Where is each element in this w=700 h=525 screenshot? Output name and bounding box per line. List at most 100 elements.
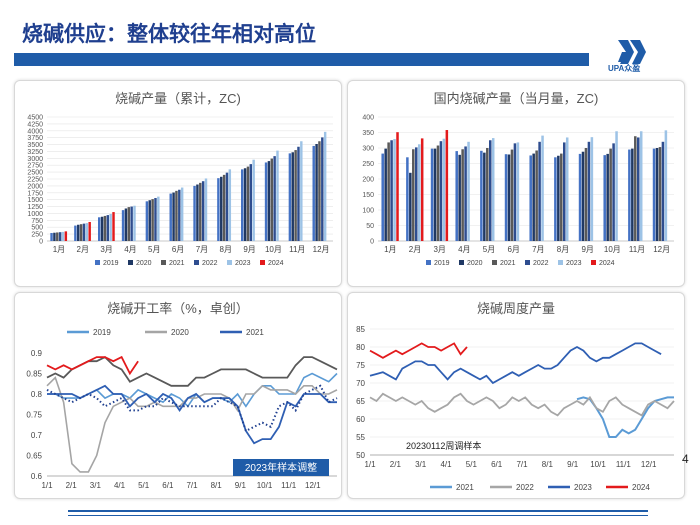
annotation-text: 20230112周调样本 bbox=[406, 440, 481, 451]
bar bbox=[270, 158, 273, 241]
series-line-2022 bbox=[369, 392, 675, 417]
bar bbox=[249, 164, 253, 241]
y-tick-label: 0 bbox=[39, 239, 43, 246]
y-tick-label: 3250 bbox=[27, 149, 43, 156]
y-tick-label: 3000 bbox=[27, 156, 43, 163]
bar bbox=[222, 174, 226, 241]
y-tick-label: 2750 bbox=[27, 163, 43, 170]
bar bbox=[50, 233, 53, 241]
y-tick-label: 4250 bbox=[27, 121, 43, 128]
bar bbox=[554, 157, 557, 241]
legend-swatch bbox=[459, 260, 464, 265]
x-tick-label: 2月 bbox=[77, 245, 89, 254]
bar bbox=[631, 148, 634, 241]
y-tick-label: 3500 bbox=[27, 142, 43, 149]
y-tick-label: 0.7 bbox=[31, 431, 43, 440]
y-tick-label: 250 bbox=[362, 161, 374, 168]
bar bbox=[504, 154, 508, 241]
y-tick-label: 2500 bbox=[27, 170, 43, 177]
bar bbox=[406, 157, 409, 241]
y-tick-label: 1500 bbox=[27, 197, 43, 204]
series-line-2023 bbox=[369, 342, 662, 385]
bar bbox=[612, 143, 615, 241]
bar bbox=[77, 224, 80, 241]
y-tick-label: 1250 bbox=[27, 204, 43, 211]
bar bbox=[587, 141, 591, 241]
bar bbox=[491, 138, 495, 241]
bar bbox=[412, 149, 415, 241]
bar bbox=[480, 150, 483, 241]
y-tick-label: 50 bbox=[366, 223, 374, 230]
bar bbox=[300, 141, 303, 241]
series-line-2024 bbox=[46, 355, 139, 376]
legend-label: 2019 bbox=[103, 260, 119, 267]
x-tick-label: 1月 bbox=[53, 245, 65, 254]
bar bbox=[74, 225, 77, 241]
series-line-2024 bbox=[369, 342, 468, 359]
series-line-2019 bbox=[47, 372, 338, 408]
bar bbox=[655, 148, 659, 241]
bar bbox=[64, 231, 68, 241]
bar bbox=[276, 150, 279, 241]
x-tick-label: 5月 bbox=[148, 245, 160, 254]
bar bbox=[628, 149, 631, 241]
bar bbox=[458, 154, 461, 241]
legend-label: 2022 bbox=[533, 260, 549, 267]
legend-swatch bbox=[95, 260, 100, 265]
annotation-box bbox=[233, 459, 329, 476]
legend-label: 2024 bbox=[632, 483, 650, 492]
chart-title: 烧碱周度产量 bbox=[477, 301, 555, 316]
bar bbox=[516, 142, 520, 241]
bar bbox=[557, 155, 560, 241]
bar bbox=[312, 145, 315, 241]
legend-swatch bbox=[426, 260, 431, 265]
bar bbox=[61, 231, 65, 241]
bar bbox=[130, 206, 133, 241]
x-tick-label: 7月 bbox=[532, 245, 544, 254]
y-tick-label: 750 bbox=[31, 218, 43, 225]
legend-label: 2019 bbox=[93, 328, 111, 337]
y-tick-label: 1750 bbox=[27, 190, 43, 197]
bar bbox=[393, 139, 396, 241]
bar bbox=[318, 141, 321, 241]
x-tick-label: 4月 bbox=[458, 245, 470, 254]
bar bbox=[157, 196, 160, 241]
bar bbox=[483, 152, 486, 241]
series-line-2022 bbox=[46, 356, 338, 387]
x-tick-label: 4/1 bbox=[440, 460, 452, 469]
bar bbox=[467, 141, 470, 241]
bar bbox=[565, 137, 569, 241]
legend-label: 2021 bbox=[456, 483, 474, 492]
legend-label: 2023 bbox=[574, 483, 592, 492]
legend-label: 2021 bbox=[246, 328, 264, 337]
bar bbox=[489, 140, 492, 241]
bar bbox=[175, 190, 178, 241]
bar bbox=[581, 151, 585, 241]
x-tick-label: 3月 bbox=[100, 245, 112, 254]
bar bbox=[510, 149, 514, 241]
series-line-2023 bbox=[46, 384, 338, 433]
legend-label: 2022 bbox=[516, 483, 534, 492]
x-tick-label: 2月 bbox=[409, 245, 421, 254]
bar bbox=[658, 147, 662, 241]
bar bbox=[225, 172, 229, 241]
x-tick-label: 7/1 bbox=[516, 460, 528, 469]
y-tick-label: 80 bbox=[356, 343, 365, 352]
bar bbox=[172, 192, 175, 241]
bar bbox=[637, 137, 640, 241]
bar bbox=[445, 130, 449, 241]
x-tick-label: 10/1 bbox=[257, 481, 273, 490]
legend-swatch bbox=[227, 260, 232, 265]
x-tick-label: 7/1 bbox=[186, 481, 198, 490]
y-tick-label: 50 bbox=[356, 451, 365, 460]
x-tick-label: 1/1 bbox=[364, 460, 376, 469]
bar bbox=[58, 232, 62, 241]
bar bbox=[133, 205, 136, 241]
y-tick-label: 100 bbox=[362, 208, 374, 215]
bar bbox=[507, 154, 511, 241]
bar bbox=[204, 178, 208, 241]
bar bbox=[98, 217, 101, 241]
legend-swatch bbox=[260, 260, 265, 265]
y-tick-label: 300 bbox=[362, 146, 374, 153]
bar bbox=[112, 212, 115, 241]
